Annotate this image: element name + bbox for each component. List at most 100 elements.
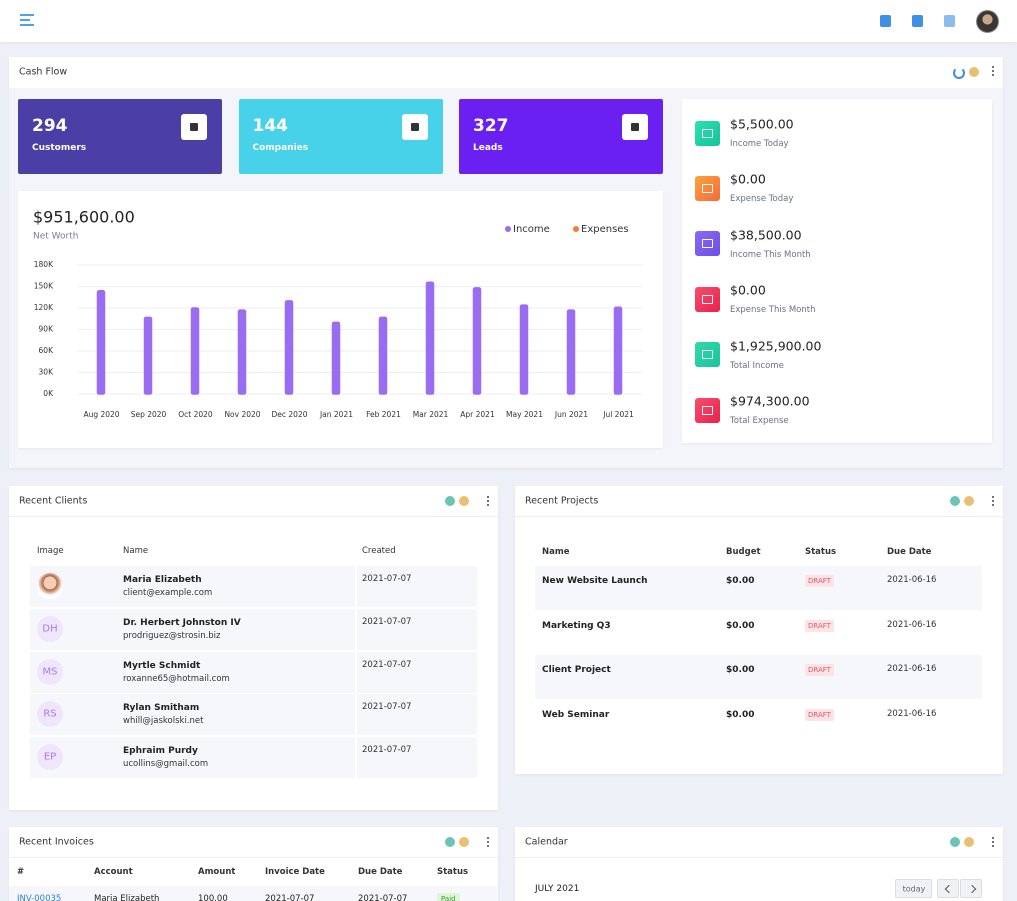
next-button[interactable] bbox=[960, 879, 982, 898]
menu-dot bbox=[992, 74, 994, 76]
status-dot bbox=[950, 837, 960, 847]
invoice-cell: 100.00 bbox=[198, 894, 228, 901]
project-budget: $0.00 bbox=[726, 620, 755, 631]
menu-dot bbox=[992, 500, 994, 502]
table-row bbox=[30, 651, 477, 693]
avatar-initials: MS bbox=[42, 666, 58, 678]
menu-dot bbox=[487, 504, 489, 506]
menu-dot bbox=[992, 496, 994, 498]
menu-button[interactable] bbox=[991, 837, 995, 849]
button-label: today bbox=[902, 884, 926, 894]
stat-icon bbox=[622, 114, 648, 140]
column-header: Name bbox=[123, 546, 149, 556]
column-header: Created bbox=[362, 546, 396, 556]
prev-button[interactable] bbox=[937, 879, 959, 898]
refresh-icon[interactable] bbox=[953, 67, 965, 79]
summary-label: Total Income bbox=[730, 360, 784, 371]
column-header: Due Date bbox=[887, 547, 932, 557]
cash-flow-header bbox=[9, 57, 1003, 88]
summary-icon bbox=[695, 397, 720, 423]
client-created: 2021-07-07 bbox=[362, 616, 412, 627]
invoice-cell: 2021-07-07 bbox=[265, 894, 315, 901]
divider bbox=[515, 857, 1003, 858]
bar bbox=[378, 316, 388, 395]
status-dot bbox=[964, 837, 974, 847]
icon-glyph bbox=[702, 128, 713, 138]
client-created: 2021-07-07 bbox=[362, 702, 412, 713]
client-avatar: DH bbox=[37, 615, 63, 642]
client-email: client@example.com bbox=[123, 588, 213, 598]
client-name: Dr. Herbert Johnston IV bbox=[123, 617, 241, 628]
menu-button[interactable] bbox=[486, 496, 490, 508]
y-tick-label: 180K bbox=[34, 260, 54, 269]
x-tick-label: Jan 2021 bbox=[319, 410, 353, 419]
menu-bar bbox=[20, 14, 34, 16]
avatar-initials: RS bbox=[43, 708, 57, 720]
user-avatar[interactable] bbox=[976, 10, 999, 33]
column-header: Status bbox=[805, 547, 837, 557]
table-row bbox=[30, 694, 477, 736]
apps-icon[interactable] bbox=[880, 15, 891, 27]
summary-icon bbox=[695, 342, 720, 368]
menu-button[interactable] bbox=[486, 837, 490, 849]
menu-dot bbox=[487, 500, 489, 502]
top-nav bbox=[0, 0, 1017, 42]
column-header: Name bbox=[542, 547, 570, 557]
card bbox=[515, 486, 1003, 774]
card-title: Recent Invoices bbox=[19, 836, 94, 848]
client-created: 2021-07-07 bbox=[362, 745, 412, 756]
today-button[interactable]: today bbox=[895, 879, 932, 898]
cell-divider bbox=[355, 608, 357, 650]
avatar-initials: EP bbox=[43, 751, 57, 763]
card-title: Calendar bbox=[525, 836, 568, 848]
menu-button[interactable] bbox=[991, 496, 995, 508]
client-email: prodriguez@strosin.biz bbox=[123, 630, 221, 641]
clipboard-icon[interactable] bbox=[944, 15, 955, 27]
menu-toggle[interactable] bbox=[20, 14, 35, 26]
client-name: Myrtle Schmidt bbox=[123, 660, 201, 671]
divider bbox=[9, 857, 498, 858]
bar bbox=[519, 304, 529, 395]
card: $951,600.00 Net Worth Income Expenses 0K 30K 6… bbox=[18, 191, 663, 448]
folder-icon[interactable] bbox=[912, 15, 923, 27]
bar bbox=[284, 300, 294, 395]
stat-value: 327 bbox=[473, 116, 509, 136]
status-dot bbox=[950, 496, 960, 506]
column-header: Invoice Date bbox=[265, 867, 325, 877]
icon-glyph bbox=[702, 239, 713, 249]
y-tick-label: 150K bbox=[34, 282, 54, 291]
column-header: Budget bbox=[726, 547, 761, 557]
stat-tile: 327 Leads bbox=[459, 99, 663, 174]
stat-tile: 294 Customers bbox=[18, 99, 222, 174]
x-tick-label: Aug 2020 bbox=[83, 410, 119, 419]
project-budget: $0.00 bbox=[726, 665, 755, 676]
menu-button[interactable] bbox=[991, 66, 995, 78]
client-avatar: EP bbox=[37, 744, 63, 771]
status-badge: DRAFT bbox=[805, 619, 834, 632]
project-due: 2021-06-16 bbox=[887, 709, 937, 720]
x-tick-label: Jul 2021 bbox=[602, 410, 634, 419]
icon-glyph bbox=[631, 123, 639, 131]
cell-divider bbox=[355, 737, 357, 779]
menu-dot bbox=[992, 504, 994, 506]
icon-glyph bbox=[702, 294, 713, 304]
status-badge: DRAFT bbox=[805, 709, 834, 722]
chevron bbox=[967, 884, 977, 894]
column-header: Due Date bbox=[358, 867, 403, 877]
bar bbox=[472, 287, 482, 395]
y-tick-label: 60K bbox=[39, 346, 55, 355]
summary-amount: $5,500.00 bbox=[730, 116, 794, 132]
summary-icon bbox=[695, 175, 720, 201]
stat-label: Companies bbox=[252, 143, 309, 153]
bar bbox=[96, 290, 106, 395]
cell-divider bbox=[355, 566, 357, 607]
menu-dot bbox=[487, 837, 489, 839]
menu-dot bbox=[992, 70, 994, 72]
legend-marker bbox=[505, 226, 511, 232]
bar bbox=[613, 306, 623, 395]
calendar-month: JULY 2021 bbox=[535, 884, 580, 894]
icon-glyph bbox=[190, 123, 198, 131]
invoice-cell: 2021-07-07 bbox=[358, 894, 408, 901]
y-tick-label: 120K bbox=[34, 303, 54, 312]
